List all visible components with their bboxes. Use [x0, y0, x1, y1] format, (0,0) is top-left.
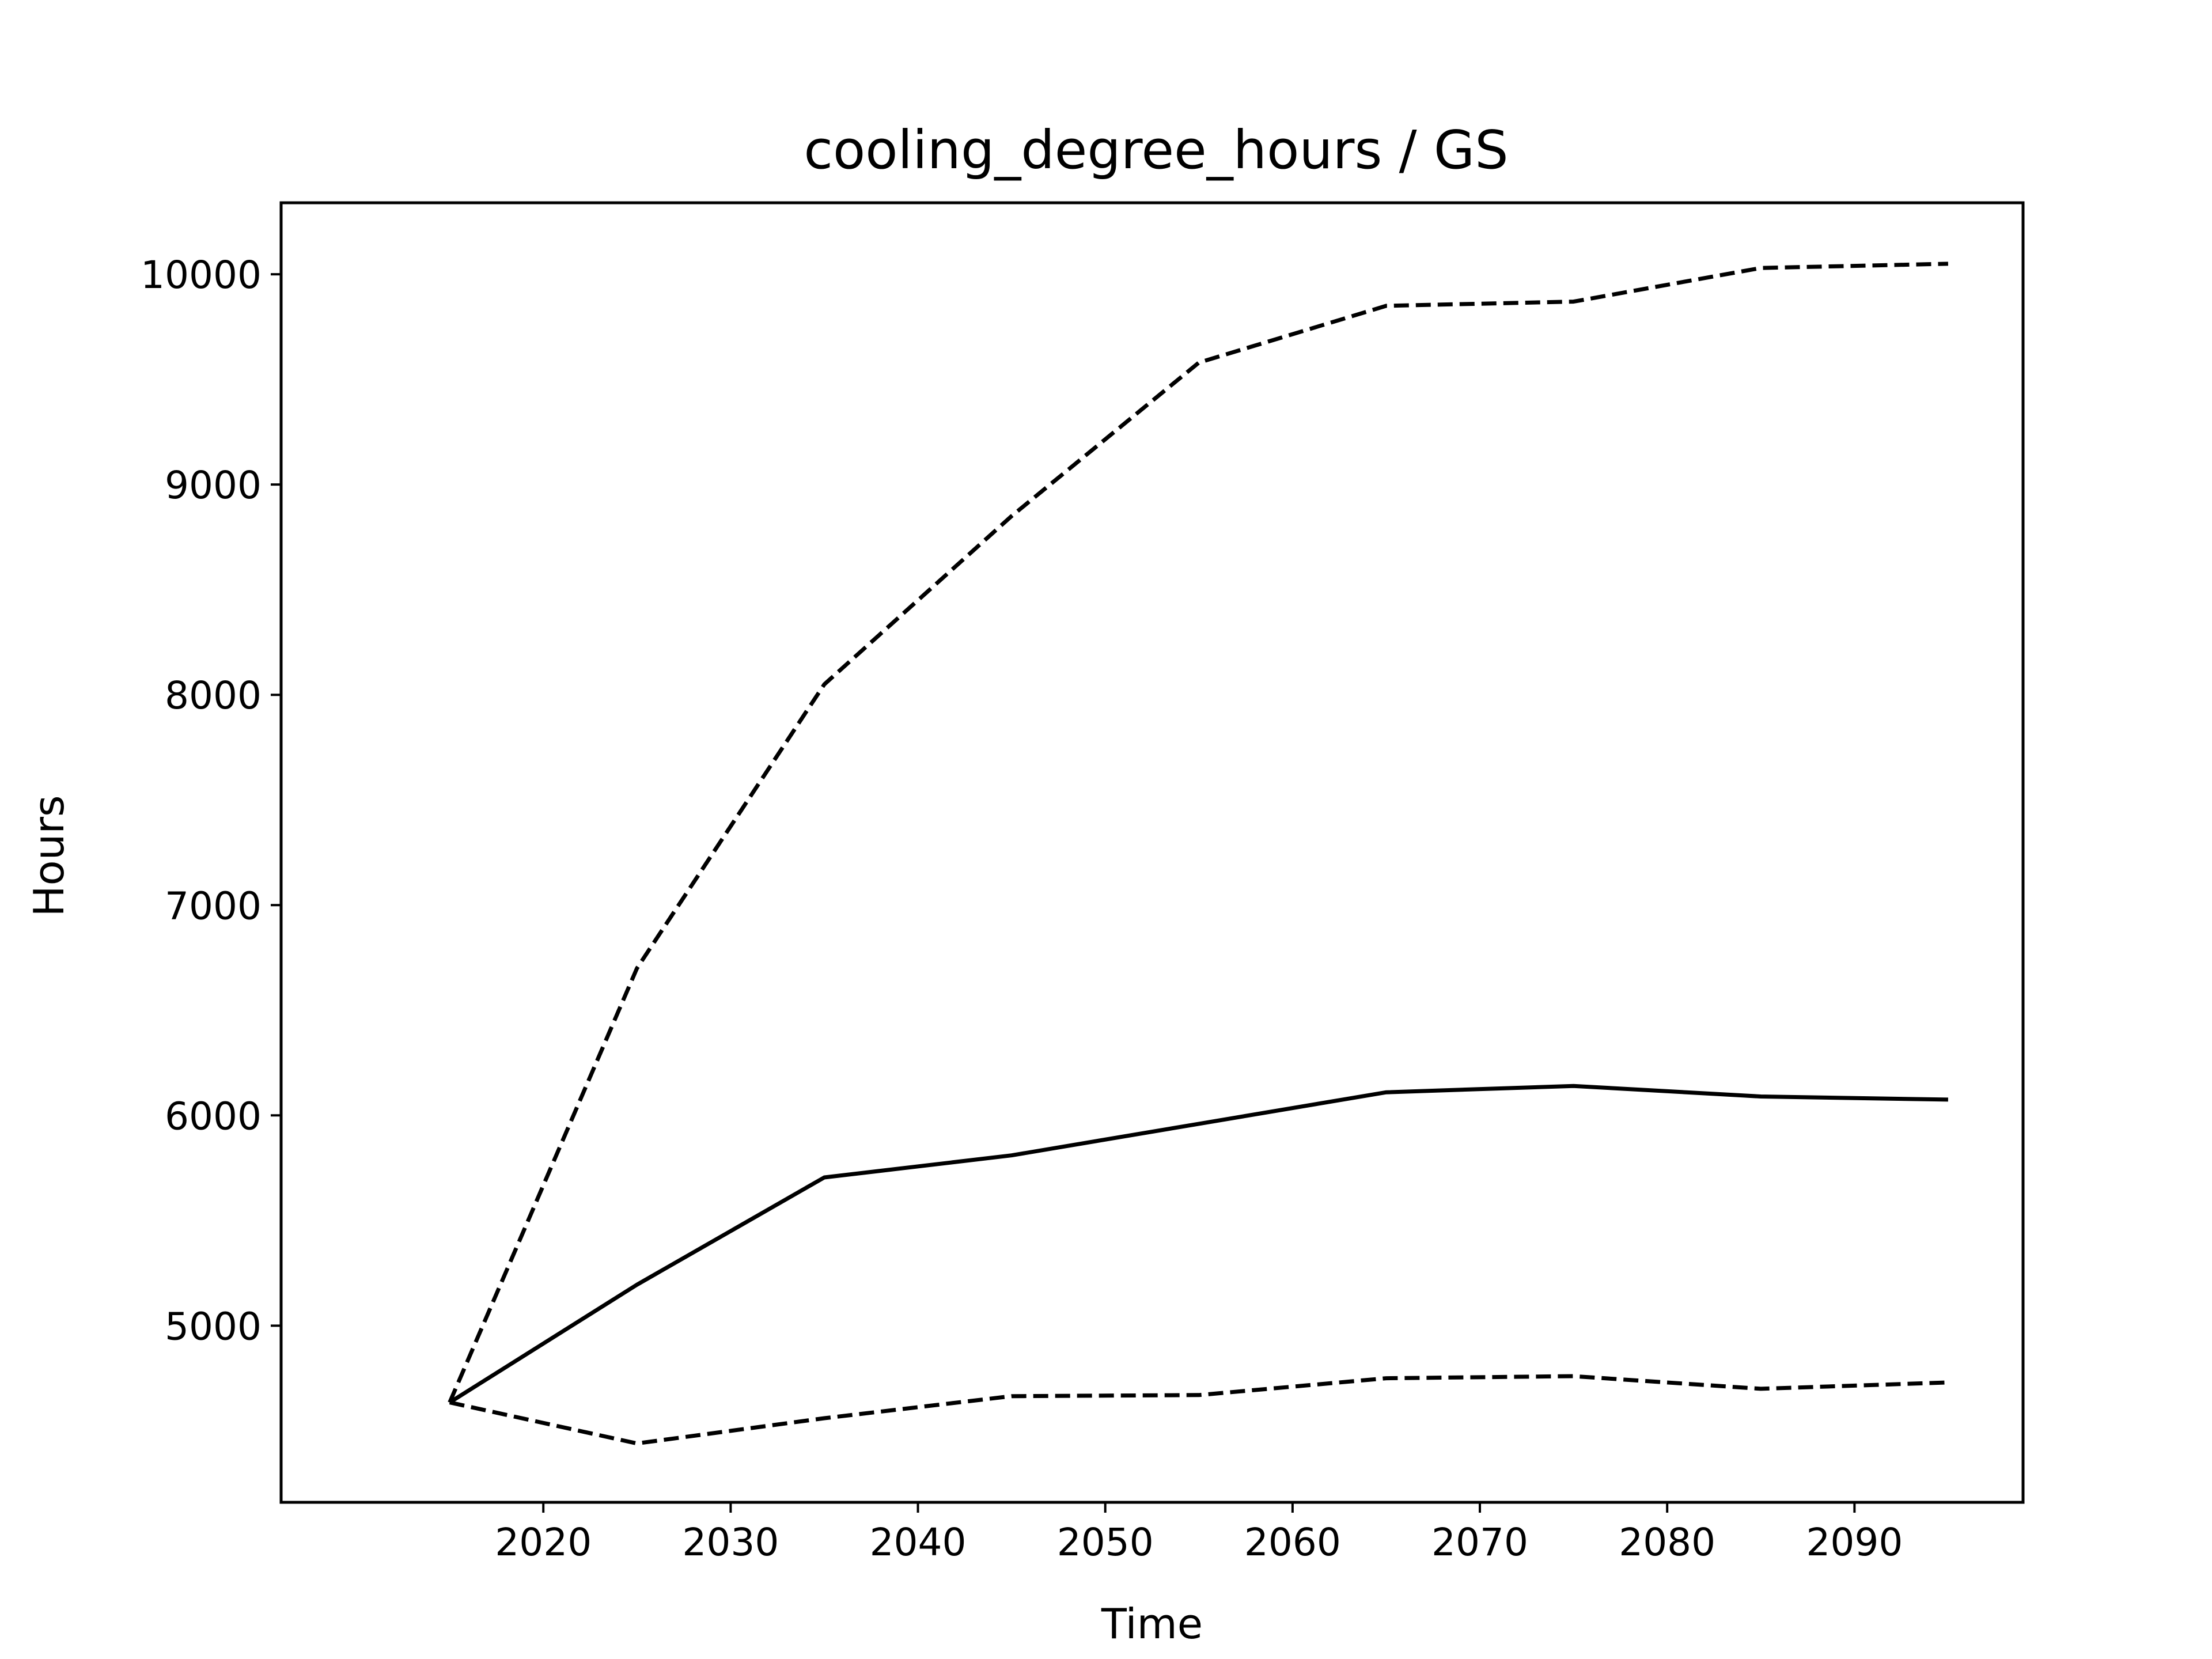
y-tick-label: 10000 [141, 253, 262, 297]
x-tick-label: 2020 [495, 1520, 592, 1565]
x-tick-label: 2080 [1619, 1520, 1715, 1565]
x-tick-label: 2060 [1244, 1520, 1341, 1565]
y-axis: 5000 6000 7000 8000 9000 10000 [141, 253, 281, 1349]
y-tick-label: 8000 [165, 673, 262, 718]
series-line-3 [449, 1374, 1949, 1446]
series-line-1 [448, 1084, 1948, 1404]
y-tick-label: 6000 [165, 1094, 262, 1138]
x-axis-label: Time [1101, 1600, 1203, 1648]
y-tick-label: 7000 [165, 884, 262, 928]
chart-title: cooling_degree_hours / GS [804, 119, 1508, 181]
x-tick-label: 2030 [682, 1520, 779, 1565]
x-tick-label: 2090 [1806, 1520, 1903, 1565]
x-axis: 2020 2030 2040 2050 2060 2070 2080 2090 [495, 1502, 1903, 1565]
x-tick-label: 2050 [1057, 1520, 1154, 1565]
series-layer [448, 262, 1949, 1446]
plot-frame [279, 201, 2025, 1504]
y-tick-label: 5000 [165, 1304, 262, 1349]
x-tick-label: 2040 [870, 1520, 967, 1565]
x-tick-label: 2070 [1431, 1520, 1528, 1565]
y-tick-label: 9000 [165, 463, 262, 507]
y-axis-label: Hours [25, 796, 73, 917]
series-line-2 [448, 262, 1948, 1403]
